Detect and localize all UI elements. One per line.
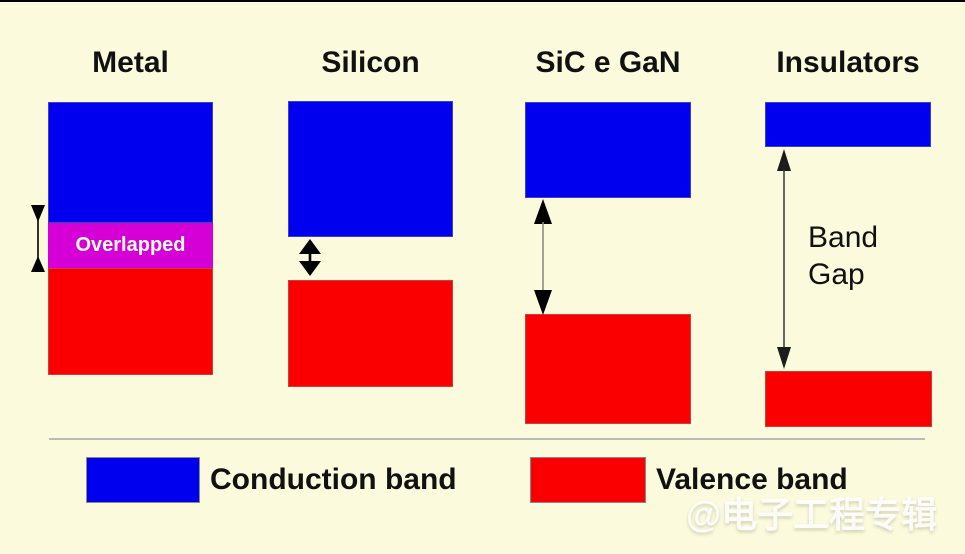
legend-swatch-conduction-band [86, 457, 200, 503]
silicon-valence-band [288, 280, 453, 387]
sic-gan-gap-arrow-icon [534, 199, 552, 315]
insulators-conduction-band [765, 102, 931, 147]
insulators-valence-band [765, 371, 932, 427]
overlapped-label: Overlapped [75, 234, 186, 256]
sic-gan-valence-band [525, 314, 691, 424]
column-title-insulators: Insulators [776, 46, 920, 79]
metal-valence-band [48, 268, 213, 375]
column-title-metal: Metal [92, 46, 169, 79]
silicon-gap-arrow-icon [299, 239, 321, 276]
metal-overlap-arrow-icon [31, 205, 45, 272]
sic-gan-conduction-band [525, 102, 691, 198]
watermark: @电子工程专辑 [686, 494, 938, 535]
column-title-silicon: Silicon [321, 46, 420, 79]
metal-overlap-band: Overlapped [48, 223, 213, 268]
insulators-gap-arrow-icon [777, 149, 791, 369]
top-border-line [0, 0, 965, 2]
band-gap-label: Band Gap [808, 221, 879, 291]
legend-swatch-valence-band [530, 457, 646, 503]
silicon-conduction-band [288, 101, 453, 237]
legend-label-valence-band: Valence band [656, 463, 848, 496]
legend-divider-line [49, 438, 925, 440]
column-title-sic-gan: SiC e GaN [535, 46, 681, 79]
legend-label-conduction-band: Conduction band [210, 463, 457, 496]
metal-conduction-band [48, 102, 213, 223]
